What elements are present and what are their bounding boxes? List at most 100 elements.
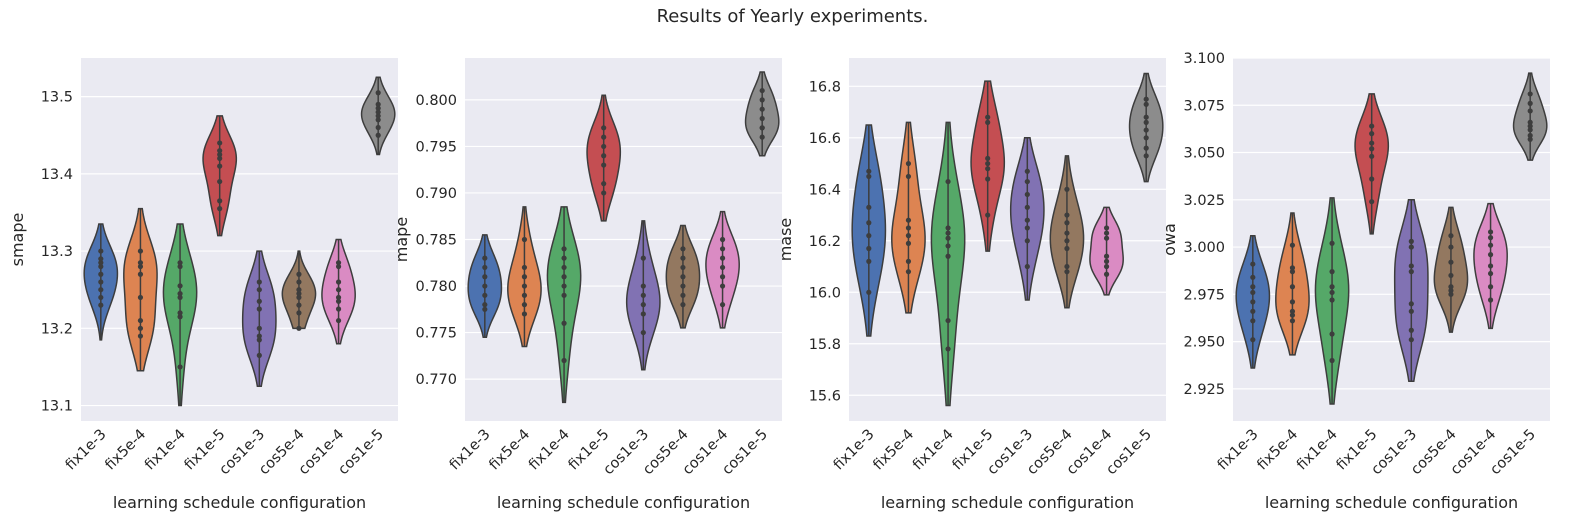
data-point (1064, 238, 1070, 244)
y-tick-label: 13.2 (41, 321, 73, 337)
data-point (1448, 244, 1454, 250)
data-point (1329, 297, 1335, 303)
data-point (217, 151, 223, 158)
data-point (137, 294, 144, 301)
y-axis-label: owa (1160, 223, 1179, 256)
data-point (256, 279, 262, 285)
data-point (1527, 100, 1533, 106)
data-point (1408, 327, 1414, 333)
data-point (98, 256, 104, 262)
data-point (1369, 153, 1375, 159)
data-point (1289, 265, 1296, 271)
data-point (1024, 238, 1030, 244)
data-point (335, 263, 342, 270)
data-point (1487, 270, 1494, 277)
data-point (521, 302, 528, 308)
y-tick-label: 16.8 (809, 79, 841, 95)
data-point (482, 255, 488, 261)
data-point (945, 243, 951, 249)
data-point (256, 325, 262, 331)
data-point (482, 264, 488, 271)
data-point (985, 212, 991, 218)
data-point (1289, 269, 1296, 275)
data-point (375, 113, 381, 119)
data-point (680, 302, 686, 308)
y-tick-label: 13.3 (41, 244, 73, 260)
y-tick-label: 0.770 (415, 372, 457, 388)
data-point (296, 271, 302, 277)
data-point (719, 264, 726, 271)
data-point (1024, 178, 1030, 185)
y-axis-label: mape (392, 217, 411, 262)
data-point (482, 306, 488, 312)
data-point (296, 294, 302, 301)
data-point (98, 287, 104, 293)
violin-panel-smape: 13.1 13.2 13.3 13.4 13.5 fix1e-3fix5e-4fix1e-… (8, 58, 398, 512)
data-point (217, 155, 223, 162)
data-point (1024, 204, 1030, 210)
data-point (375, 101, 381, 107)
data-point (640, 283, 646, 289)
data-point (98, 248, 104, 254)
data-point (296, 325, 302, 331)
data-point (1250, 337, 1256, 343)
data-point (1448, 259, 1454, 265)
data-point (1487, 263, 1494, 269)
data-point (561, 274, 567, 280)
x-tick-label: fix1e-4 (910, 427, 957, 474)
data-point (1369, 146, 1375, 152)
data-point (1329, 289, 1335, 296)
y-tick-label: 0.785 (415, 233, 457, 249)
y-tick-label: 16.2 (809, 234, 841, 250)
data-point (945, 346, 951, 352)
data-point (98, 302, 104, 308)
data-point (561, 246, 567, 252)
data-point (1103, 271, 1110, 277)
data-point (1064, 245, 1070, 252)
data-point (1329, 331, 1335, 337)
data-point (1289, 318, 1296, 324)
data-point (482, 283, 488, 289)
data-point (1250, 274, 1256, 280)
data-point (1527, 119, 1533, 125)
data-point (1143, 153, 1149, 159)
x-tick-label: fix5e-4 (870, 427, 917, 474)
y-tick-label: 0.775 (415, 326, 457, 342)
data-point (680, 264, 686, 271)
x-tick-label: fix5e-4 (102, 427, 149, 474)
data-point (1448, 272, 1454, 279)
data-point (1487, 242, 1494, 248)
data-point (335, 298, 342, 304)
data-point (1408, 269, 1414, 275)
y-tick-label: 3.075 (1183, 98, 1225, 114)
plot-area (81, 58, 398, 421)
data-point (1527, 132, 1533, 139)
data-point (601, 190, 607, 196)
data-point (335, 287, 342, 293)
data-point (759, 115, 765, 122)
data-point (1408, 337, 1414, 343)
data-point (1024, 217, 1030, 223)
data-point (256, 287, 262, 293)
data-point (1448, 287, 1454, 294)
data-point (98, 263, 104, 270)
data-point (719, 236, 726, 243)
figure-title: Results of Yearly experiments. (656, 6, 929, 27)
data-point (521, 311, 528, 317)
data-point (1250, 308, 1256, 314)
data-point (217, 178, 223, 185)
data-point (521, 283, 528, 289)
data-point (945, 225, 951, 231)
data-point (177, 364, 183, 370)
data-point (719, 246, 726, 252)
data-point (759, 134, 765, 140)
data-point (640, 292, 646, 298)
data-point (985, 176, 991, 182)
x-axis-label: learning schedule configuration (1265, 493, 1518, 512)
data-point (1487, 284, 1494, 290)
data-point (1369, 176, 1375, 182)
data-point (945, 230, 951, 236)
data-point (866, 204, 872, 210)
data-point (945, 235, 951, 241)
data-point (719, 283, 726, 289)
